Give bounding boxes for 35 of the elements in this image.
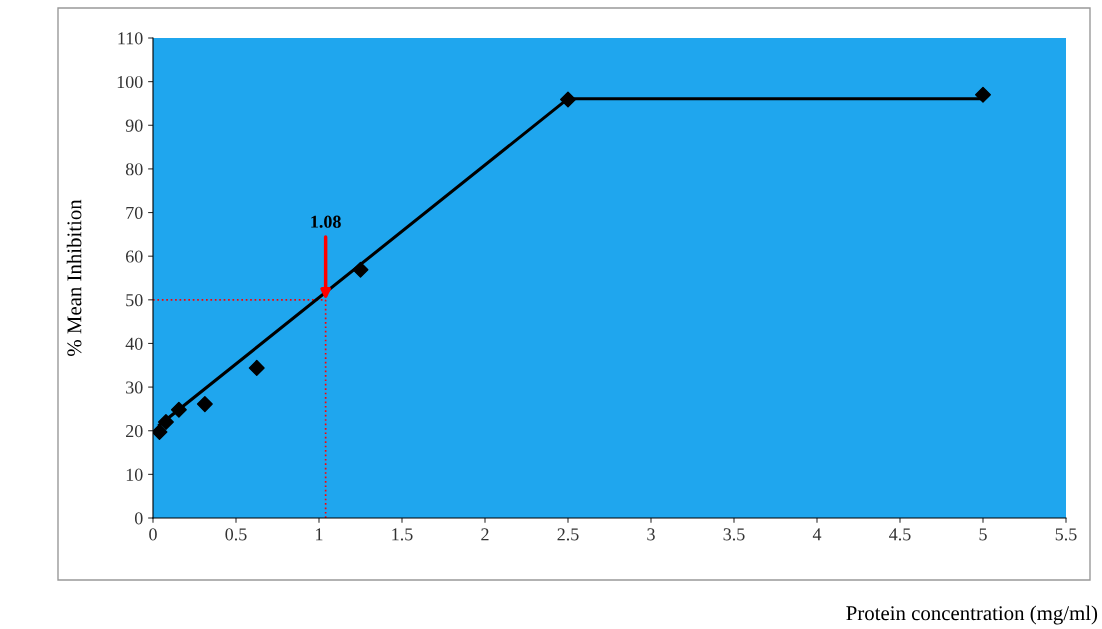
- y-tick-label: 110: [118, 32, 143, 45]
- x-tick-label: 5.5: [1055, 528, 1077, 541]
- y-tick-label: 80: [125, 163, 143, 176]
- x-tick-label: 3.5: [723, 528, 745, 541]
- y-tick-label: 50: [126, 294, 143, 307]
- x-tick-label: 4.5: [889, 528, 911, 541]
- x-tick-label: 3: [647, 528, 655, 541]
- y-tick-label: 0: [134, 512, 143, 525]
- x-tick-label: 1: [316, 528, 323, 541]
- x-axis-title: Protein concentration (mg/ml): [846, 605, 1098, 625]
- y-tick-label: 40: [125, 337, 143, 350]
- point: [352, 261, 369, 278]
- x-tick-label: 2.5: [557, 528, 579, 541]
- x-tick-label: 4: [812, 528, 822, 541]
- x-tick-label: 0: [149, 528, 157, 541]
- point: [170, 401, 187, 418]
- x-tick-label: 1.5: [392, 528, 413, 541]
- point: [560, 91, 576, 108]
- y-tick-label: 20: [126, 424, 143, 438]
- y-tick-label: 100: [117, 75, 143, 89]
- point: [153, 424, 168, 441]
- y-tick-label: 10: [126, 468, 143, 481]
- point: [157, 414, 174, 430]
- x-tick-label: 5: [979, 528, 987, 541]
- point: [975, 86, 991, 103]
- y-tick-label: 30: [126, 381, 143, 394]
- y-tick-label: 90: [125, 119, 143, 132]
- annotation: 1.08: [311, 215, 341, 228]
- point: [248, 359, 265, 376]
- y-tick-label: 70: [126, 206, 143, 219]
- y-axis-title: % Mean Inhibition: [66, 199, 82, 356]
- x-tick-label: 0.5: [225, 528, 247, 541]
- y-tick-label: 60: [126, 250, 143, 263]
- x-tick-label: 2: [481, 528, 489, 541]
- point: [196, 396, 213, 413]
